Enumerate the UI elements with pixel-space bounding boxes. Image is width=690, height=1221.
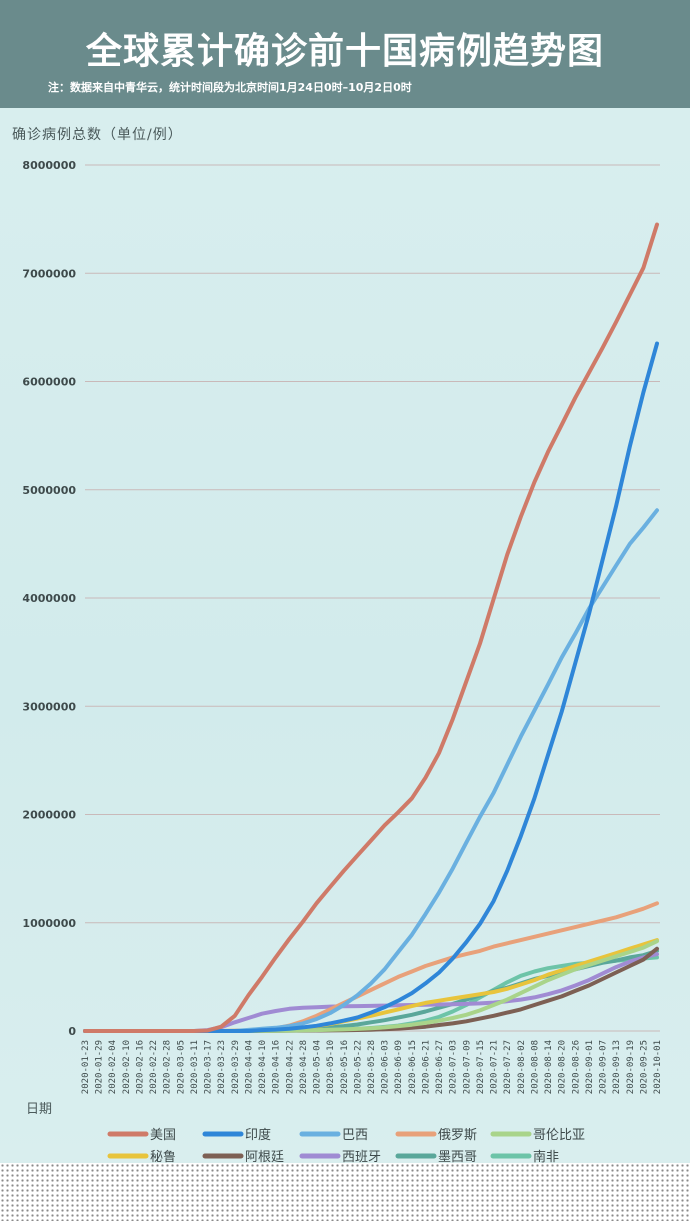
x-tick-label: 2020-04-04 xyxy=(244,1040,254,1094)
x-tick-label: 2020-09-25 xyxy=(639,1040,649,1094)
x-tick-label: 2020-05-22 xyxy=(353,1040,363,1094)
x-tick-label: 2020-04-28 xyxy=(299,1040,309,1094)
x-tick-label: 2020-07-27 xyxy=(503,1040,513,1094)
legend-label: 哥伦比亚 xyxy=(533,1128,585,1143)
legend-label: 巴西 xyxy=(342,1128,368,1143)
y-tick-label: 0 xyxy=(68,1025,76,1038)
legend-label: 俄罗斯 xyxy=(438,1128,477,1143)
x-tick-label: 2020-09-07 xyxy=(599,1040,609,1094)
y-tick-label: 4000000 xyxy=(22,592,76,605)
legend-label: 南非 xyxy=(533,1149,559,1163)
series-line-3 xyxy=(85,510,657,1031)
x-tick-label: 2020-08-08 xyxy=(530,1040,540,1094)
legend-label: 墨西哥 xyxy=(438,1150,477,1163)
x-tick-label: 2020-06-27 xyxy=(435,1040,445,1094)
x-tick-label: 2020-07-15 xyxy=(476,1040,486,1094)
legend-label: 阿根廷 xyxy=(245,1150,284,1163)
series-lines xyxy=(85,225,657,1032)
y-ticks: 0 1000000 2000000 3000000 4000000 5000000 6000… xyxy=(22,159,76,1038)
x-tick-label: 2020-04-22 xyxy=(285,1040,295,1094)
x-tick-label: 2020-09-19 xyxy=(626,1040,636,1094)
x-tick-label: 2020-02-28 xyxy=(163,1040,173,1094)
x-tick-label: 2020-03-11 xyxy=(190,1040,200,1094)
x-tick-label: 2020-02-22 xyxy=(149,1040,159,1094)
x-tick-label: 2020-08-26 xyxy=(571,1040,581,1094)
x-tick-label: 2020-06-21 xyxy=(421,1040,431,1094)
y-tick-label: 7000000 xyxy=(22,267,76,280)
grid-lines xyxy=(85,165,660,1031)
x-tick-label: 2020-03-29 xyxy=(231,1040,241,1094)
x-tick-label: 2020-05-28 xyxy=(367,1040,377,1094)
x-tick-label: 2020-05-04 xyxy=(313,1040,323,1094)
x-ticks: 2020-01-23 2020-01-29 2020-02-04 2020-02-10… xyxy=(81,1040,663,1094)
x-tick-label: 2020-08-14 xyxy=(544,1040,554,1094)
x-tick-label: 2020-06-15 xyxy=(408,1040,418,1094)
x-tick-label: 2020-03-17 xyxy=(204,1040,214,1094)
x-tick-label: 2020-06-09 xyxy=(394,1040,404,1094)
x-tick-label: 2020-10-01 xyxy=(653,1040,663,1094)
y-tick-label: 6000000 xyxy=(22,376,76,389)
x-tick-label: 2020-01-29 xyxy=(95,1040,105,1094)
x-tick-label: 2020-04-10 xyxy=(258,1040,268,1094)
x-tick-label: 2020-09-01 xyxy=(585,1040,595,1094)
y-tick-label: 3000000 xyxy=(22,700,76,713)
series-line-1 xyxy=(85,225,657,1032)
x-tick-label: 2020-09-13 xyxy=(612,1040,622,1094)
x-tick-label: 2020-02-04 xyxy=(108,1040,118,1094)
legend-label: 西班牙 xyxy=(342,1150,381,1163)
y-tick-label: 1000000 xyxy=(22,917,76,930)
legend-label: 秘鲁 xyxy=(150,1150,176,1163)
x-tick-label: 2020-05-16 xyxy=(340,1040,350,1094)
x-tick-label: 2020-02-10 xyxy=(122,1040,132,1094)
legend-label: 印度 xyxy=(245,1127,271,1143)
x-tick-label: 2020-07-03 xyxy=(449,1040,459,1094)
y-tick-label: 2000000 xyxy=(22,809,76,822)
x-tick-label: 2020-01-23 xyxy=(81,1040,91,1094)
x-tick-label: 2020-07-09 xyxy=(462,1040,472,1094)
x-tick-label: 2020-02-16 xyxy=(135,1040,145,1094)
legend-label: 美国 xyxy=(150,1128,176,1143)
y-tick-label: 5000000 xyxy=(22,484,76,497)
x-tick-label: 2020-04-16 xyxy=(272,1040,282,1094)
footer-pattern xyxy=(0,1163,690,1221)
x-tick-label: 2020-03-05 xyxy=(176,1040,186,1094)
x-tick-label: 2020-08-02 xyxy=(517,1040,527,1094)
y-tick-label: 8000000 xyxy=(22,159,76,172)
x-tick-label: 2020-06-03 xyxy=(381,1040,391,1094)
x-tick-label: 2020-07-21 xyxy=(490,1040,500,1094)
line-chart: 0 1000000 2000000 3000000 4000000 5000000 6000… xyxy=(0,0,690,1163)
x-tick-label: 2020-03-23 xyxy=(217,1040,227,1094)
x-tick-label: 2020-08-20 xyxy=(558,1040,568,1094)
x-tick-label: 2020-05-10 xyxy=(326,1040,336,1094)
